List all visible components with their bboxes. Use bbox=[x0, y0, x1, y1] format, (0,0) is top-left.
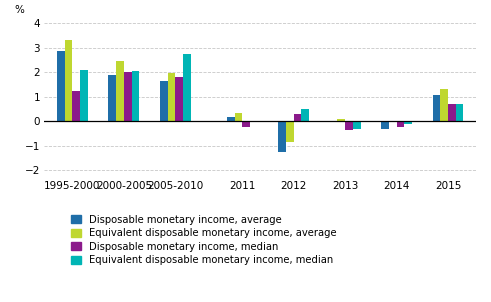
Bar bbox=[65, 40, 73, 121]
Bar bbox=[132, 71, 139, 121]
Bar bbox=[397, 121, 404, 127]
Bar bbox=[80, 70, 88, 121]
Text: %: % bbox=[14, 5, 24, 15]
Bar bbox=[345, 121, 353, 130]
Bar bbox=[381, 121, 389, 129]
Bar bbox=[329, 121, 337, 122]
Bar bbox=[278, 121, 286, 152]
Bar bbox=[337, 119, 345, 121]
Bar bbox=[250, 121, 258, 122]
Bar bbox=[353, 121, 360, 129]
Bar bbox=[389, 121, 397, 122]
Bar bbox=[167, 73, 175, 121]
Legend: Disposable monetary income, average, Equivalent disposable monetary income, aver: Disposable monetary income, average, Equ… bbox=[71, 215, 336, 265]
Bar bbox=[456, 104, 464, 121]
Bar bbox=[160, 81, 167, 121]
Bar bbox=[183, 54, 191, 121]
Bar bbox=[175, 77, 183, 121]
Bar bbox=[440, 89, 448, 121]
Bar bbox=[116, 61, 124, 121]
Bar bbox=[235, 113, 242, 121]
Bar bbox=[301, 109, 309, 121]
Bar bbox=[433, 95, 440, 121]
Bar bbox=[124, 72, 132, 121]
Bar bbox=[227, 117, 235, 121]
Bar bbox=[109, 75, 116, 121]
Bar bbox=[404, 121, 412, 124]
Bar bbox=[73, 91, 80, 121]
Bar bbox=[57, 51, 65, 121]
Bar bbox=[286, 121, 294, 142]
Bar bbox=[294, 114, 301, 121]
Bar bbox=[448, 104, 456, 121]
Bar bbox=[242, 121, 250, 127]
